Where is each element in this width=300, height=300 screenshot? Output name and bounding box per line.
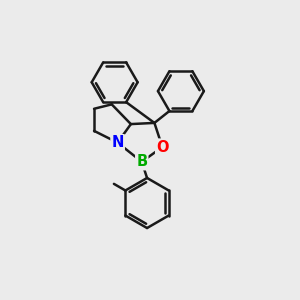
Text: N: N [111, 135, 124, 150]
Text: B: B [136, 154, 147, 169]
Text: O: O [156, 140, 169, 154]
